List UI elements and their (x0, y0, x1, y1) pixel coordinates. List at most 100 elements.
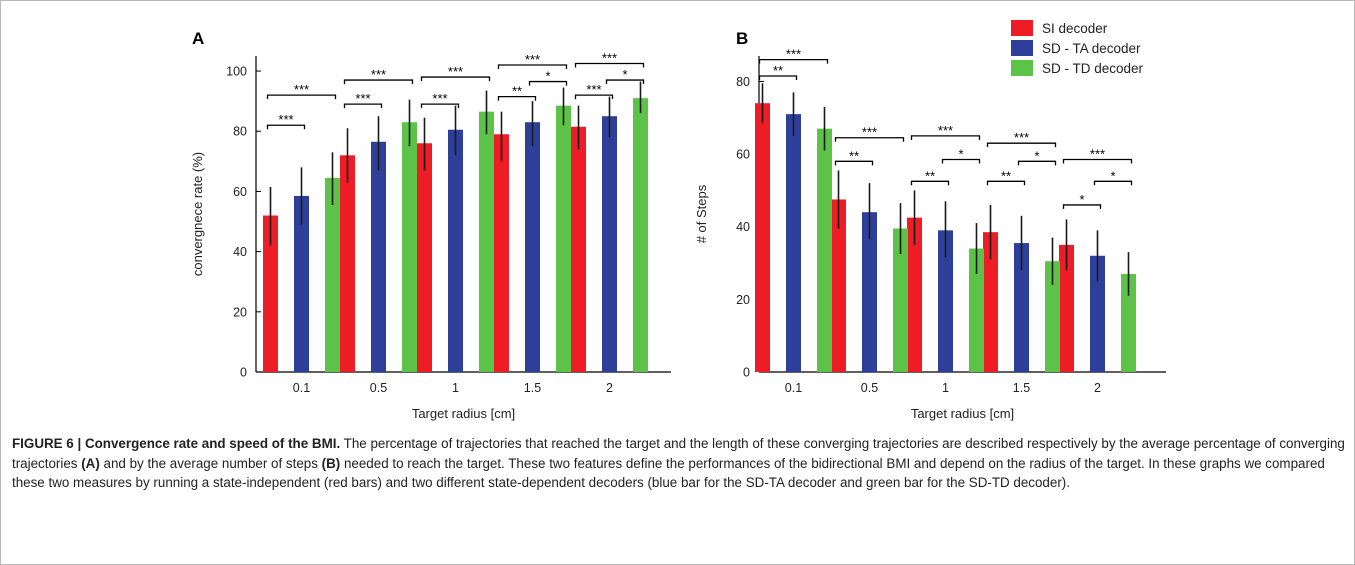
significance-bracket (266, 94, 337, 100)
y-axis-label: # of Steps (694, 184, 709, 243)
significance-bracket (574, 94, 614, 100)
bar (294, 195, 309, 372)
y-tick-label: 40 (736, 220, 750, 234)
significance-label: *** (525, 52, 540, 67)
panel-b: B 0 20 40 60 80 # of Steps Target radius [cm] 0.… (694, 29, 1166, 421)
x-tick-label: 1.5 (524, 381, 541, 395)
significance-label: *** (294, 82, 309, 97)
y-tick-label: 100 (226, 65, 247, 79)
bar (448, 129, 463, 372)
significance-label: *** (1090, 147, 1105, 162)
bar (831, 199, 846, 372)
x-tick-label: 2 (1094, 381, 1101, 395)
bar (371, 141, 386, 372)
caption-text-3: needed to reach the target. These two fe… (12, 455, 1325, 491)
significance-bracket (834, 160, 874, 166)
x-tick-label: 0.1 (293, 381, 310, 395)
significance-bracket (1017, 160, 1057, 166)
significance-bracket (574, 62, 645, 68)
y-axis-label: convergnece rate (%) (190, 152, 205, 276)
y-tick-label: 0 (743, 366, 750, 380)
bar (969, 248, 984, 372)
figure-charts: A 0 20 40 60 80 100 convergnece rate (%) Target … (190, 20, 1166, 421)
y-tick-label: 20 (233, 305, 247, 319)
significance-bracket (986, 142, 1057, 148)
significance-label: ** (773, 63, 783, 78)
significance-bracket (497, 64, 568, 70)
panel-label-b: B (736, 29, 748, 48)
significance-label: * (1034, 148, 1039, 163)
significance-bracket (528, 80, 568, 86)
bar (1090, 255, 1105, 372)
bar (786, 114, 801, 373)
bar (325, 177, 340, 372)
bar (263, 215, 278, 372)
bar (402, 122, 417, 372)
significance-label: *** (586, 82, 601, 97)
significance-label: ** (1001, 168, 1011, 183)
legend-label: SD - TD decoder (1042, 61, 1144, 76)
panel-a: A 0 20 40 60 80 100 convergnece rate (%) Target … (190, 29, 671, 421)
significance-label: ** (925, 168, 935, 183)
significance-label: * (622, 67, 627, 82)
significance-label: *** (1014, 130, 1029, 145)
y-tick-label: 60 (736, 148, 750, 162)
significance-bracket (986, 180, 1026, 186)
significance-label: *** (862, 125, 877, 140)
caption-title: FIGURE 6 | Convergence rate and speed of… (12, 436, 341, 451)
x-tick-label: 1.5 (1013, 381, 1030, 395)
significance-label: *** (448, 64, 463, 79)
bar (1045, 261, 1060, 372)
y-tick-label: 80 (736, 75, 750, 89)
x-axis-label: Target radius [cm] (911, 406, 1014, 421)
x-tick-label: 2 (606, 381, 613, 395)
x-tick-label: 0.1 (785, 381, 802, 395)
significance-bracket (266, 124, 306, 130)
bar (983, 232, 998, 372)
significance-label: *** (371, 67, 386, 82)
significance-bracket (343, 103, 383, 109)
bar (817, 128, 832, 372)
bar (907, 217, 922, 372)
bar (1014, 243, 1029, 372)
significance-bracket (941, 158, 981, 164)
y-tick-label: 80 (233, 125, 247, 139)
bar (755, 103, 770, 373)
significance-label: ** (849, 148, 859, 163)
bar (862, 212, 877, 372)
y-tick-label: 20 (736, 293, 750, 307)
legend: SI decoder SD - TA decoder SD - TD decoder (1011, 20, 1144, 76)
y-tick-label: 40 (233, 245, 247, 259)
significance-bracket (343, 79, 414, 85)
x-tick-label: 1 (452, 381, 459, 395)
significance-bracket (910, 135, 981, 140)
bar (479, 111, 494, 372)
bar (525, 122, 540, 372)
significance-label: * (545, 69, 550, 84)
caption-text-1: The percentage of trajectories that reac… (12, 436, 1345, 471)
bar (602, 116, 617, 372)
significance-label: * (958, 147, 963, 162)
significance-bracket (1093, 180, 1133, 186)
significance-bracket (497, 95, 537, 101)
significance-label: *** (278, 112, 293, 127)
panel-label-a: A (192, 29, 204, 48)
bar (556, 105, 571, 373)
significance-bracket (758, 58, 829, 64)
caption-text-2: and by the average number of steps (99, 455, 322, 471)
significance-label: *** (432, 91, 447, 106)
significance-bracket (1062, 204, 1102, 209)
significance-label: ** (512, 84, 522, 99)
significance-bracket (605, 79, 645, 85)
bar (1059, 244, 1074, 372)
bar (494, 134, 509, 372)
significance-label: *** (786, 47, 801, 62)
x-tick-label: 0.5 (370, 381, 387, 395)
bar (571, 126, 586, 372)
figure-caption: FIGURE 6 | Convergence rate and speed of… (12, 434, 1347, 493)
significance-label: *** (602, 51, 617, 66)
legend-label: SI decoder (1042, 21, 1108, 36)
significance-label: *** (938, 123, 953, 138)
x-tick-label: 0.5 (861, 381, 878, 395)
bar (938, 230, 953, 372)
